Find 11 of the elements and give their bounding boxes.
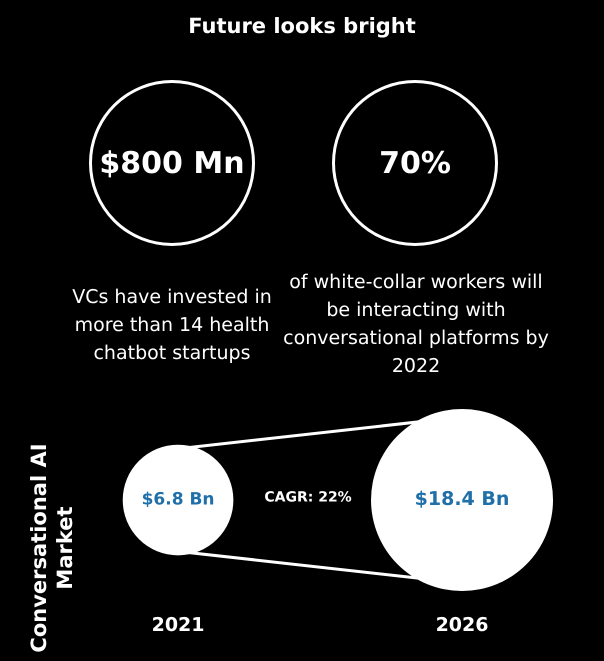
text: VCs have invested in more than 14 health chatbot startups [72, 286, 272, 364]
category-label: 2021 [152, 614, 204, 636]
data-label: $6.8 Bn [142, 489, 215, 510]
circle-frame: 70% [332, 80, 498, 246]
circle-frame: $800 Mn [89, 80, 255, 246]
text: of white-collar workers will be interacting with conversational platforms by 2022 [282, 270, 550, 379]
text: Future looks bright [187, 14, 417, 38]
data-label: $18.4 Bn [414, 488, 510, 510]
category-label: 2026 [436, 614, 488, 636]
text: CAGR: 22% [264, 490, 352, 506]
text: Conversational AI Market [26, 442, 78, 655]
